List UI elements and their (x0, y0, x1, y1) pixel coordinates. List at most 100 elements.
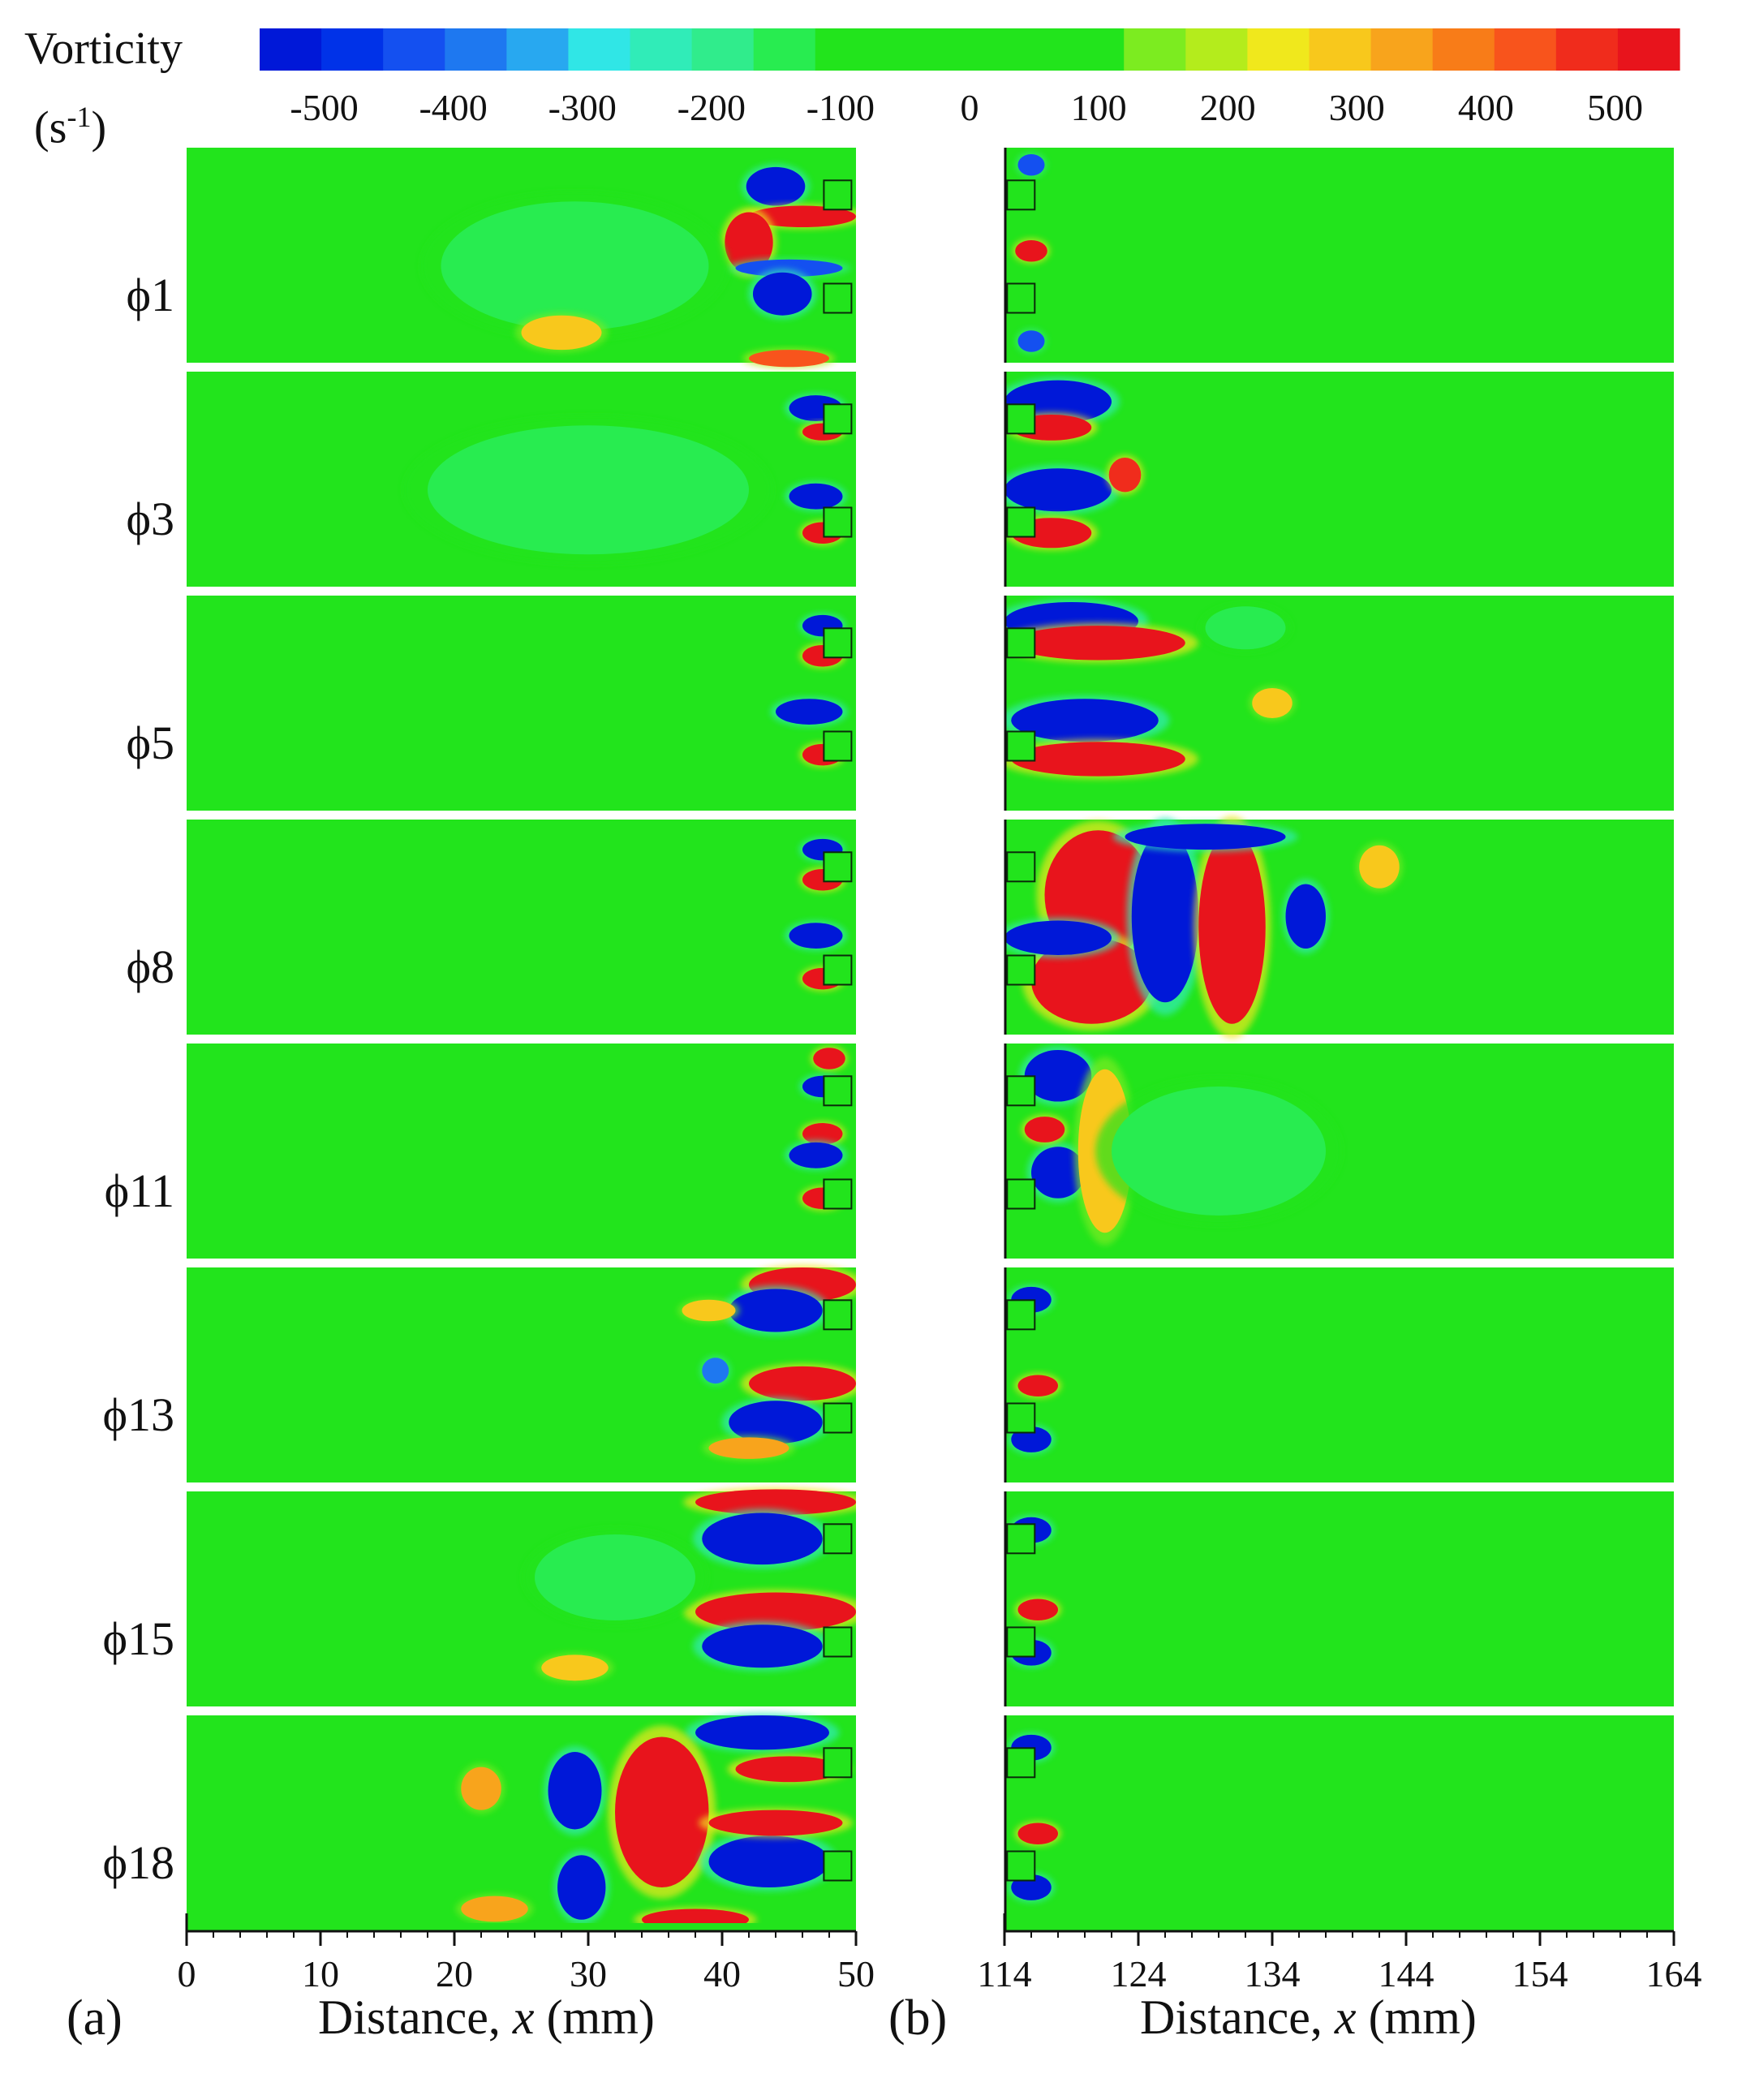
colorbar-segment (1370, 28, 1434, 71)
panel-b-row (1004, 815, 1674, 1039)
cylinder-obstacle (823, 1075, 853, 1107)
colorbar-segment (1124, 28, 1186, 71)
vorticity-blob (1031, 937, 1152, 1024)
vorticity-blob (1125, 824, 1286, 850)
colorbar-tick-label: -300 (548, 87, 617, 128)
vorticity-blob (682, 1299, 736, 1322)
panel-a-row (187, 148, 856, 368)
panel-b-xlabel-prefix: Distance, (1140, 1990, 1335, 2044)
vorticity-blob (1004, 468, 1112, 512)
panel-a-letter: (a) (67, 1990, 123, 2046)
colorbar-segment (938, 28, 1001, 71)
row-label: ϕ5 (126, 716, 174, 769)
x-tick-label: 20 (436, 1953, 473, 1995)
vorticity-blob (1015, 239, 1047, 262)
vorticity-blob (1017, 1599, 1058, 1620)
colorbar-unit-close: ) (91, 102, 107, 153)
cylinder-obstacle (1006, 403, 1036, 435)
panel-a-row (187, 372, 856, 587)
cylinder-obstacle (1006, 1178, 1036, 1210)
x-tick-label: 0 (178, 1953, 196, 1995)
colorbar-segment (568, 28, 631, 71)
vorticity-blob (749, 350, 829, 368)
vorticity-blob (708, 1810, 843, 1836)
panel-a-xlabel: Distance, x (mm) (318, 1990, 655, 2046)
colorbar-segment (691, 28, 755, 71)
x-tick-label: 50 (837, 1953, 875, 1995)
cylinder-obstacle (823, 1747, 853, 1779)
vorticity-blob (1198, 830, 1266, 1024)
vorticity-blob (557, 1855, 606, 1920)
colorbar-title: Vorticity (24, 24, 183, 74)
colorbar-tick-label: 300 (1329, 87, 1385, 128)
panel-b-row (1004, 1715, 1674, 1930)
vorticity-blob (802, 1123, 843, 1145)
colorbar-segment (260, 28, 322, 71)
vorticity-blob (729, 1289, 823, 1332)
panel-b-letter: (b) (888, 1990, 948, 2046)
vorticity-blob (749, 1366, 856, 1401)
cylinder-obstacle (1006, 954, 1036, 986)
vorticity-blob (1205, 606, 1286, 650)
row-background (187, 1044, 856, 1259)
vorticity-blob (541, 1655, 609, 1681)
cylinder-obstacle (1006, 1747, 1036, 1779)
colorbar-unit: (s-1) (34, 91, 106, 154)
colorbar-segment (1309, 28, 1372, 71)
vorticity-blob (695, 1715, 829, 1750)
cylinder-obstacle (823, 730, 853, 762)
colorbar-segment (1185, 28, 1248, 71)
cylinder-obstacle (823, 1178, 853, 1210)
vorticity-blob (789, 483, 843, 510)
cylinder-obstacle (1006, 627, 1036, 659)
vorticity-blob (789, 1142, 843, 1168)
cylinder-obstacle (1006, 282, 1036, 314)
colorbar-segment (321, 28, 384, 71)
colorbar-tick-label: 400 (1458, 87, 1514, 128)
vorticity-blob (1024, 1049, 1092, 1102)
vorticity-blob (702, 1513, 823, 1565)
x-tick-label: 124 (1111, 1953, 1167, 1995)
panel-b-xlabel-var: x (1334, 1990, 1357, 2044)
vorticity-blob (735, 259, 843, 277)
cylinder-obstacle (1006, 506, 1036, 538)
colorbar-segment (383, 28, 445, 71)
colorbar-unit-base: (s (34, 102, 67, 153)
row-background (1004, 148, 1674, 363)
vorticity-blob (461, 1766, 501, 1810)
panel-b-row (1004, 596, 1674, 811)
vorticity-blob (1252, 687, 1293, 719)
panel-a-x-axis: 0 10 20 30 40 50 (178, 1913, 875, 1995)
vorticity-blob (1011, 626, 1185, 661)
vorticity-blob (1017, 330, 1045, 352)
colorbar-segment (1247, 28, 1310, 71)
colorbar-unit-sup: -1 (67, 101, 92, 133)
row-label: ϕ3 (126, 493, 174, 545)
colorbar: -500 -400 -300 -200 -100 0 100 200 300 400 500 (260, 28, 1680, 128)
vorticity-blobs (1019, 1046, 1342, 1246)
cylinder-obstacle (1006, 1075, 1036, 1107)
x-tick-label: 144 (1379, 1953, 1434, 1995)
vorticity-blob (1017, 1822, 1058, 1844)
colorbar-segment (1617, 28, 1680, 71)
vorticity-blob (735, 1756, 843, 1783)
vorticity-blobs (420, 164, 856, 368)
cylinder-obstacle (1006, 1626, 1036, 1658)
panel-a: 0 10 20 30 40 50 (178, 148, 875, 1995)
row-background (187, 596, 856, 811)
vorticity-blobs (456, 1712, 853, 1923)
colorbar-segment (1432, 28, 1495, 71)
x-tick-label: 40 (703, 1953, 741, 1995)
vorticity-blob (441, 201, 709, 331)
panel-a-row (187, 1487, 856, 1706)
vorticity-blob (776, 699, 843, 725)
panel-b-row (1004, 1044, 1674, 1259)
vorticity-blobs (523, 1487, 856, 1683)
colorbar-segment (445, 28, 507, 71)
vorticity-blob (1108, 458, 1142, 493)
vorticity-blob (789, 923, 843, 949)
colorbar-segment (753, 28, 816, 71)
vorticity-blob (521, 315, 602, 351)
vorticity-blobs (403, 393, 847, 565)
